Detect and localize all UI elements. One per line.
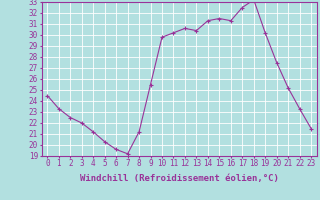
X-axis label: Windchill (Refroidissement éolien,°C): Windchill (Refroidissement éolien,°C) <box>80 174 279 183</box>
